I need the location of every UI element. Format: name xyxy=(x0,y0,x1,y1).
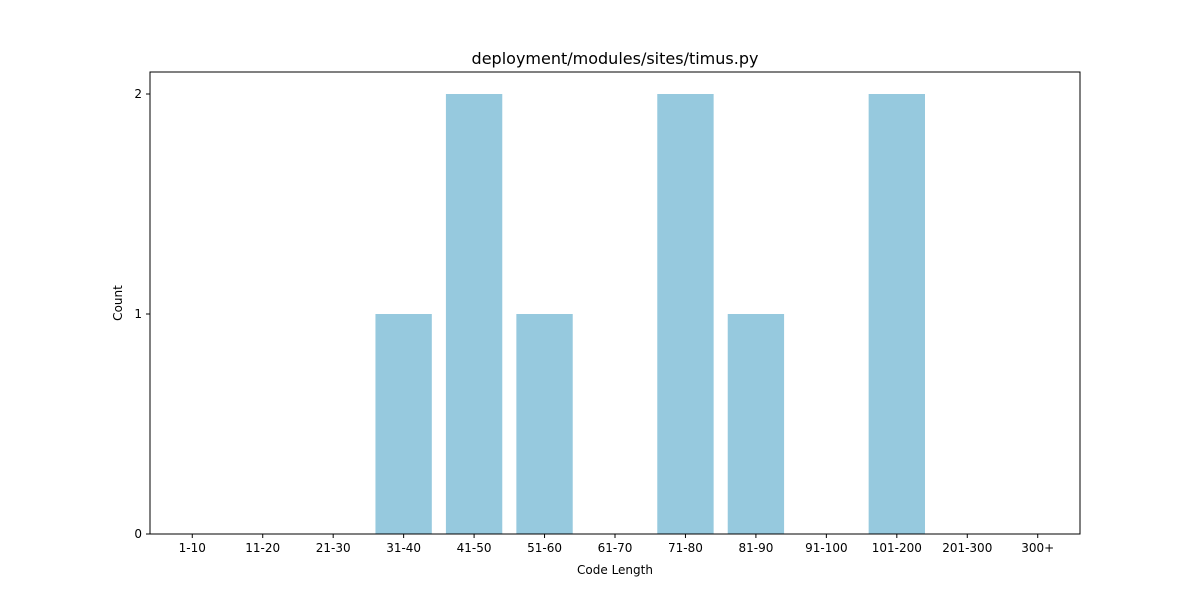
bar-81-90 xyxy=(727,314,785,534)
x-tick-label: 91-100 xyxy=(805,541,848,555)
bar-101-200 xyxy=(868,94,925,534)
x-tick-label: 101-200 xyxy=(872,541,922,555)
plot-frame xyxy=(149,71,1081,535)
x-tick-label: 31-40 xyxy=(386,541,421,555)
x-tick-label: 71-80 xyxy=(668,541,703,555)
x-tick-label: 300+ xyxy=(1021,541,1054,555)
y-tick-label: 1 xyxy=(134,307,142,321)
bar-71-80 xyxy=(657,94,714,534)
x-axis-ticks: 1-10 11-20 21-30 31-40 41-50 51-60 61-70 71-80 8… xyxy=(179,534,1054,555)
x-tick-label: 201-300 xyxy=(942,541,992,555)
y-tick-label: 0 xyxy=(134,527,142,541)
x-tick-label: 21-30 xyxy=(316,541,351,555)
x-tick-label: 11-20 xyxy=(245,541,280,555)
bars-group xyxy=(375,94,925,534)
y-axis-label: Count xyxy=(111,285,125,321)
bar-41-50 xyxy=(445,94,503,534)
x-tick-label: 61-70 xyxy=(598,541,633,555)
x-tick-label: 1-10 xyxy=(179,541,206,555)
chart-title: deployment/modules/sites/timus.py xyxy=(472,49,759,68)
y-tick-label: 2 xyxy=(134,87,142,101)
x-tick-label: 81-90 xyxy=(738,541,773,555)
bar-31-40 xyxy=(375,314,432,534)
bar-51-60 xyxy=(516,314,573,534)
x-tick-label: 51-60 xyxy=(527,541,562,555)
x-tick-label: 41-50 xyxy=(457,541,492,555)
y-axis-ticks: 0 1 2 xyxy=(134,87,150,541)
x-axis-label: Code Length xyxy=(577,563,653,577)
